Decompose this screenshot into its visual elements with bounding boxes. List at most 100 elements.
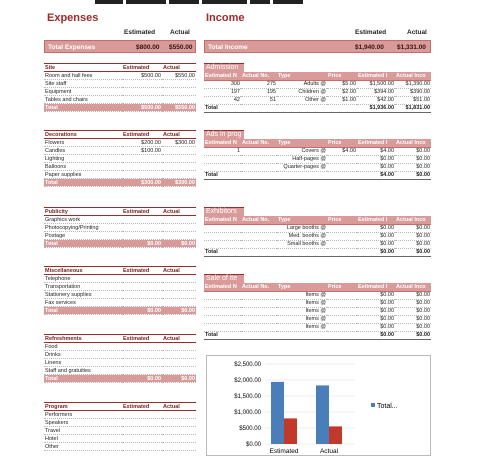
table-row[interactable]: 300 275 Adults @ $5.00 $1,500.00 $1,390.00: [204, 80, 431, 89]
table-cell[interactable]: Graphics work: [44, 215, 122, 224]
table-cell[interactable]: [122, 342, 162, 351]
table-cell[interactable]: Postage: [44, 231, 122, 240]
table-cell[interactable]: 1: [204, 147, 241, 156]
table-cell[interactable]: Quarter-pages @: [277, 163, 327, 172]
table-cell[interactable]: Items @: [277, 323, 327, 332]
table-cell[interactable]: [162, 170, 196, 179]
table-cell[interactable]: [162, 223, 196, 232]
table-cell[interactable]: Items @: [277, 291, 327, 300]
table-cell[interactable]: $0.00: [395, 155, 431, 164]
table-row[interactable]: Speakers: [44, 418, 196, 427]
table-cell[interactable]: [162, 290, 196, 299]
table-cell[interactable]: $0.00: [395, 232, 431, 241]
table-cell[interactable]: [241, 163, 277, 172]
table-cell[interactable]: [241, 232, 277, 241]
table-cell[interactable]: $0.00: [395, 323, 431, 332]
table-cell[interactable]: [241, 240, 277, 249]
table-cell[interactable]: Small booths @: [277, 240, 327, 249]
table-row[interactable]: Transportation: [44, 282, 196, 291]
table-cell[interactable]: [162, 342, 196, 351]
table-cell[interactable]: $0.00: [395, 240, 431, 249]
table-cell[interactable]: $4.00: [357, 147, 395, 156]
table-row[interactable]: Items @ $0.00 $0.00: [204, 323, 431, 332]
table-cell[interactable]: [327, 323, 357, 332]
table-cell[interactable]: 300: [204, 80, 241, 89]
table-cell[interactable]: $0.00: [357, 163, 395, 172]
table-cell[interactable]: $0.00: [395, 147, 431, 156]
table-cell[interactable]: [162, 442, 196, 451]
table-cell[interactable]: [122, 274, 162, 283]
table-cell[interactable]: [162, 282, 196, 291]
table-cell[interactable]: Photocopying/Printing: [44, 223, 122, 232]
table-cell[interactable]: [327, 232, 357, 241]
table-row[interactable]: Items @ $0.00 $0.00: [204, 291, 431, 300]
table-cell[interactable]: Flowers: [44, 138, 122, 147]
table-row[interactable]: Staff and gratuities: [44, 366, 196, 375]
table-cell[interactable]: Balloons: [44, 162, 122, 171]
table-cell[interactable]: 275: [241, 80, 277, 89]
table-row[interactable]: Site staff: [44, 79, 196, 88]
table-cell[interactable]: $4.00: [327, 147, 357, 156]
table-row[interactable]: Equipment: [44, 87, 196, 96]
table-cell[interactable]: [162, 231, 196, 240]
table-cell[interactable]: Half-pages @: [277, 155, 327, 164]
table-cell[interactable]: Performers: [44, 410, 122, 419]
table-cell[interactable]: [162, 79, 196, 88]
table-cell[interactable]: Children @: [277, 88, 327, 97]
table-cell[interactable]: [122, 282, 162, 291]
table-cell[interactable]: $0.00: [357, 323, 395, 332]
table-cell[interactable]: 197: [204, 88, 241, 97]
table-cell[interactable]: $0.00: [357, 155, 395, 164]
table-cell[interactable]: [122, 426, 162, 435]
table-cell[interactable]: Hotel: [44, 434, 122, 443]
table-cell[interactable]: [122, 95, 162, 104]
table-cell[interactable]: Linens: [44, 358, 122, 367]
table-cell[interactable]: Drinks: [44, 350, 122, 359]
table-cell[interactable]: [241, 315, 277, 324]
table-cell[interactable]: Food: [44, 342, 122, 351]
table-row[interactable]: Drinks: [44, 350, 196, 359]
table-cell[interactable]: [162, 350, 196, 359]
table-cell[interactable]: $1.00: [327, 96, 357, 105]
table-cell[interactable]: $0.00: [395, 224, 431, 233]
table-row[interactable]: Quarter-pages @ $0.00 $0.00: [204, 163, 431, 172]
table-cell[interactable]: [122, 290, 162, 299]
table-cell[interactable]: Travel: [44, 426, 122, 435]
table-row[interactable]: Items @ $0.00 $0.00: [204, 299, 431, 308]
table-cell[interactable]: $0.00: [357, 291, 395, 300]
table-cell[interactable]: Med. booths @: [277, 232, 327, 241]
table-row[interactable]: Tables and chairs: [44, 95, 196, 104]
table-cell[interactable]: Speakers: [44, 418, 122, 427]
table-cell[interactable]: 42: [204, 96, 241, 105]
table-cell[interactable]: [204, 240, 241, 249]
table-cell[interactable]: [122, 154, 162, 163]
table-cell[interactable]: [162, 87, 196, 96]
table-cell[interactable]: $200.00: [122, 138, 162, 147]
table-row[interactable]: 1 Covers @ $4.00 $4.00 $0.00: [204, 147, 431, 156]
table-cell[interactable]: [162, 410, 196, 419]
table-cell[interactable]: [241, 307, 277, 316]
table-cell[interactable]: [241, 224, 277, 233]
table-cell[interactable]: [204, 155, 241, 164]
table-cell[interactable]: [204, 307, 241, 316]
table-cell[interactable]: Items @: [277, 307, 327, 316]
table-cell[interactable]: [204, 291, 241, 300]
table-cell[interactable]: [162, 215, 196, 224]
table-cell[interactable]: $100.00: [122, 146, 162, 155]
table-cell[interactable]: Items @: [277, 299, 327, 308]
table-row[interactable]: Food: [44, 342, 196, 351]
table-cell[interactable]: [204, 323, 241, 332]
table-row[interactable]: Telephone: [44, 274, 196, 283]
table-cell[interactable]: [122, 298, 162, 307]
table-cell[interactable]: $51.00: [395, 96, 431, 105]
table-cell[interactable]: $500.00: [122, 71, 162, 80]
table-cell[interactable]: Items @: [277, 315, 327, 324]
table-cell[interactable]: $0.00: [395, 307, 431, 316]
table-row[interactable]: Items @ $0.00 $0.00: [204, 315, 431, 324]
table-cell[interactable]: [162, 146, 196, 155]
table-cell[interactable]: [327, 291, 357, 300]
table-cell[interactable]: [241, 299, 277, 308]
table-row[interactable]: 197 195 Children @ $2.00 $394.00 $390.00: [204, 88, 431, 97]
table-row[interactable]: Fax services: [44, 298, 196, 307]
table-cell[interactable]: [327, 155, 357, 164]
